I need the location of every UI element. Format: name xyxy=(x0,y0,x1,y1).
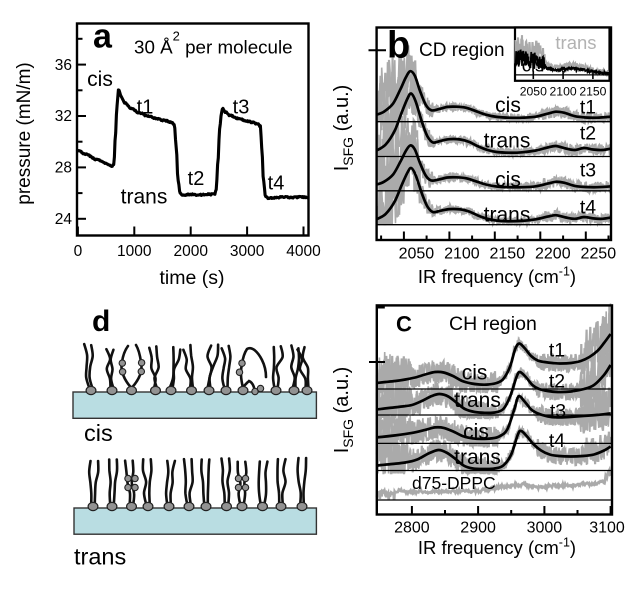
svg-text:pressure (mN/m): pressure (mN/m) xyxy=(14,62,35,205)
svg-text:24: 24 xyxy=(55,211,73,228)
svg-text:cis: cis xyxy=(495,94,521,117)
svg-text:a: a xyxy=(93,18,113,56)
svg-text:cis: cis xyxy=(87,68,113,91)
svg-text:trans: trans xyxy=(74,544,126,570)
svg-text:trans: trans xyxy=(454,446,501,469)
svg-text:2250: 2250 xyxy=(581,246,617,263)
svg-text:trans: trans xyxy=(484,204,531,227)
svg-text:t3: t3 xyxy=(550,401,566,423)
svg-text:2100: 2100 xyxy=(550,85,577,99)
svg-text:32: 32 xyxy=(55,108,72,125)
svg-text:3000: 3000 xyxy=(527,520,563,537)
svg-text:IR frequency (cm-1): IR frequency (cm-1) xyxy=(418,265,576,288)
svg-text:trans: trans xyxy=(484,130,531,153)
svg-text:t2: t2 xyxy=(549,371,565,393)
svg-text:t1: t1 xyxy=(137,97,154,119)
svg-text:0: 0 xyxy=(74,243,83,260)
svg-text:2150: 2150 xyxy=(490,246,526,263)
svg-text:d: d xyxy=(92,305,110,338)
svg-text:cis: cis xyxy=(463,421,489,444)
svg-text:3100: 3100 xyxy=(589,520,625,537)
svg-text:CD region: CD region xyxy=(419,40,505,61)
svg-text:2200: 2200 xyxy=(535,246,571,263)
svg-text:t1: t1 xyxy=(549,340,565,362)
svg-text:d75-DPPC: d75-DPPC xyxy=(412,473,496,493)
svg-text:t2: t2 xyxy=(188,168,205,190)
svg-text:2900: 2900 xyxy=(460,520,496,537)
svg-text:cis: cis xyxy=(495,169,521,192)
svg-text:2050: 2050 xyxy=(520,85,547,99)
svg-text:b: b xyxy=(387,25,410,67)
svg-text:2050: 2050 xyxy=(399,246,435,263)
svg-text:trans: trans xyxy=(121,186,168,209)
svg-text:t1: t1 xyxy=(580,97,596,119)
svg-text:ISFG (a.u.): ISFG (a.u.) xyxy=(331,367,356,454)
svg-text:2800: 2800 xyxy=(394,520,430,537)
svg-text:t2: t2 xyxy=(580,123,596,145)
svg-text:30 Å2 per molecule: 30 Å2 per molecule xyxy=(134,29,293,58)
svg-text:CH region: CH region xyxy=(449,313,537,335)
svg-text:IR frequency (cm-1): IR frequency (cm-1) xyxy=(418,536,576,559)
svg-text:4000: 4000 xyxy=(286,243,321,260)
svg-text:t3: t3 xyxy=(233,97,250,119)
svg-text:cis: cis xyxy=(84,420,113,446)
svg-text:28: 28 xyxy=(55,160,72,177)
svg-text:trans: trans xyxy=(454,389,501,412)
svg-text:t4: t4 xyxy=(268,173,285,195)
svg-text:1000: 1000 xyxy=(117,243,152,260)
svg-text:2150: 2150 xyxy=(579,85,606,99)
svg-text:2000: 2000 xyxy=(173,243,208,260)
svg-text:ISFG (a.u.): ISFG (a.u.) xyxy=(331,85,356,172)
svg-text:t4: t4 xyxy=(549,430,565,452)
svg-text:time (s): time (s) xyxy=(160,267,225,289)
svg-text:t3: t3 xyxy=(580,160,596,182)
svg-text:36: 36 xyxy=(55,57,72,74)
svg-text:trans: trans xyxy=(555,32,596,53)
svg-text:3000: 3000 xyxy=(230,243,265,260)
svg-text:cis: cis xyxy=(522,55,545,76)
svg-text:cis: cis xyxy=(462,362,488,385)
svg-text:2100: 2100 xyxy=(444,246,480,263)
svg-text:C: C xyxy=(396,311,412,336)
svg-text:t4: t4 xyxy=(580,197,596,219)
